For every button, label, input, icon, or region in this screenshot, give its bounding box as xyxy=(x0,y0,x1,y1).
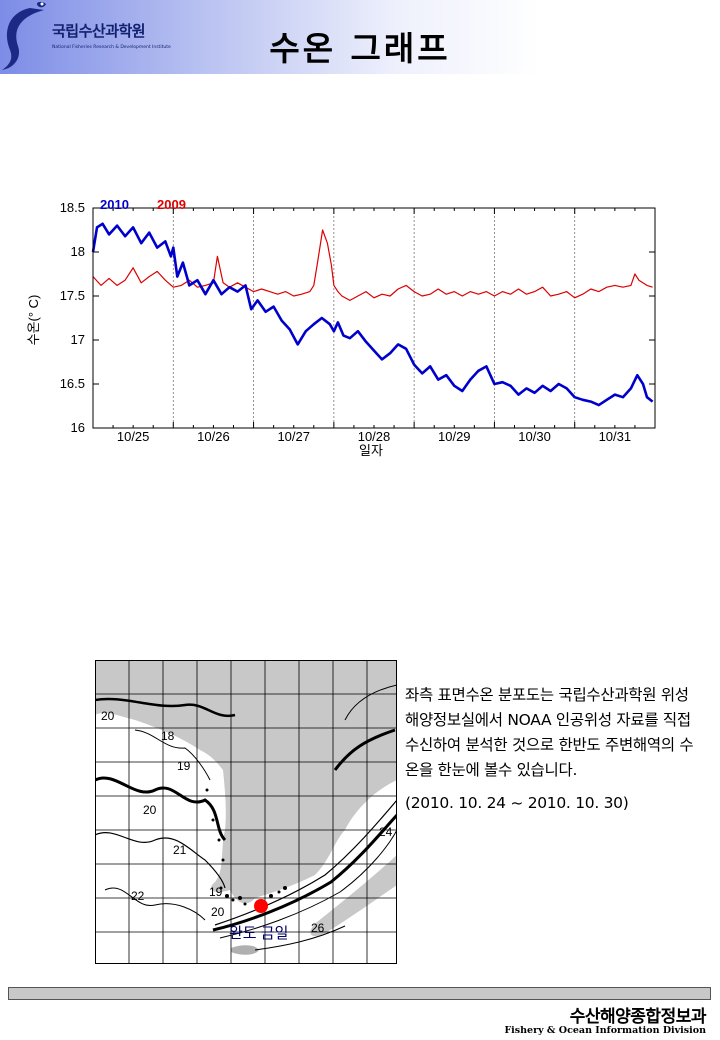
fish-logo-icon xyxy=(2,1,46,70)
x-axis-label: 일자 xyxy=(359,443,383,458)
isotherm-label: 26 xyxy=(311,921,325,935)
y-tick-label: 16 xyxy=(71,420,85,435)
plot-frame xyxy=(92,207,656,429)
description-text: 좌측 표면수온 분포도는 국립수산과학원 위성해양정보실에서 NOAA 인공위성… xyxy=(405,686,694,779)
page-title: 수온 그래프 xyxy=(269,29,451,68)
x-tick-label: 10/25 xyxy=(117,429,150,444)
y-tick-label: 16.5 xyxy=(60,376,85,391)
division-name-english: Fishery & Ocean Information Division xyxy=(504,1025,706,1036)
x-tick-label: 10/26 xyxy=(197,429,230,444)
sst-distribution-map: 20 18 19 20 21 22 19 20 26 24 완도 금일 xyxy=(95,660,397,964)
y-tick-label: 17 xyxy=(71,332,85,347)
observation-point-marker xyxy=(254,899,268,913)
isotherm-label: 20 xyxy=(211,905,225,919)
location-label: 완도 금일 xyxy=(229,925,288,942)
x-tick-label: 10/30 xyxy=(518,429,551,444)
logo-subtitle: National Fisheries Research & Developmen… xyxy=(52,45,171,50)
y-axis-label: 수온(° C) xyxy=(26,295,41,346)
x-tick-label: 10/29 xyxy=(438,429,471,444)
jeju-island xyxy=(231,945,259,955)
isotherm-label: 20 xyxy=(101,709,115,723)
map-grid xyxy=(95,660,397,964)
isotherm-label: 22 xyxy=(131,889,145,903)
division-name-korean: 수산해양종합정보과 xyxy=(569,1007,707,1027)
map-coastline-islands xyxy=(205,788,287,906)
chart-series xyxy=(91,222,654,407)
y-tick-label: 17.5 xyxy=(60,288,85,303)
isotherm-label: 19 xyxy=(209,885,223,899)
chart-grid xyxy=(172,208,576,428)
date-range-text: (2010. 10. 24 ~ 2010. 10. 30) xyxy=(405,794,629,812)
isotherm-label: 20 xyxy=(143,803,157,817)
header-banner: 국립수산과학원 National Fisheries Research & De… xyxy=(0,0,720,74)
x-tick-label: 10/31 xyxy=(599,429,632,444)
institute-logo: 국립수산과학원 National Fisheries Research & De… xyxy=(0,0,180,74)
description-panel: 좌측 표면수온 분포도는 국립수산과학원 위성해양정보실에서 NOAA 인공위성… xyxy=(405,683,695,816)
mainland-landmass xyxy=(95,660,397,904)
legend-2009: 2009 xyxy=(157,197,186,212)
footer-divider-bar xyxy=(8,987,711,1000)
isotherm-label: 24 xyxy=(379,825,393,839)
temperature-chart: 18.5 18 17.5 17 16.5 16 10/25 10/26 10/27 10/28 10… xyxy=(26,197,656,458)
x-tick-label: 10/27 xyxy=(277,429,310,444)
japan-landmass xyxy=(310,855,397,937)
series-line-2009 xyxy=(92,229,653,301)
chart-ticks: 18.5 18 17.5 17 16.5 16 10/25 10/26 10/27 10/28 10… xyxy=(60,200,656,444)
isotherm-label: 21 xyxy=(173,843,187,857)
isotherm-label: 19 xyxy=(177,759,191,773)
y-tick-label: 18 xyxy=(71,244,85,259)
legend-2010: 2010 xyxy=(100,197,129,212)
map-isotherms xyxy=(95,684,397,951)
series-line-2010 xyxy=(91,222,654,407)
map-frame xyxy=(95,660,397,964)
isotherm-label: 18 xyxy=(161,729,175,743)
x-tick-label: 10/28 xyxy=(358,429,391,444)
y-tick-label: 18.5 xyxy=(60,200,85,215)
logo-name: 국립수산과학원 xyxy=(52,22,146,40)
